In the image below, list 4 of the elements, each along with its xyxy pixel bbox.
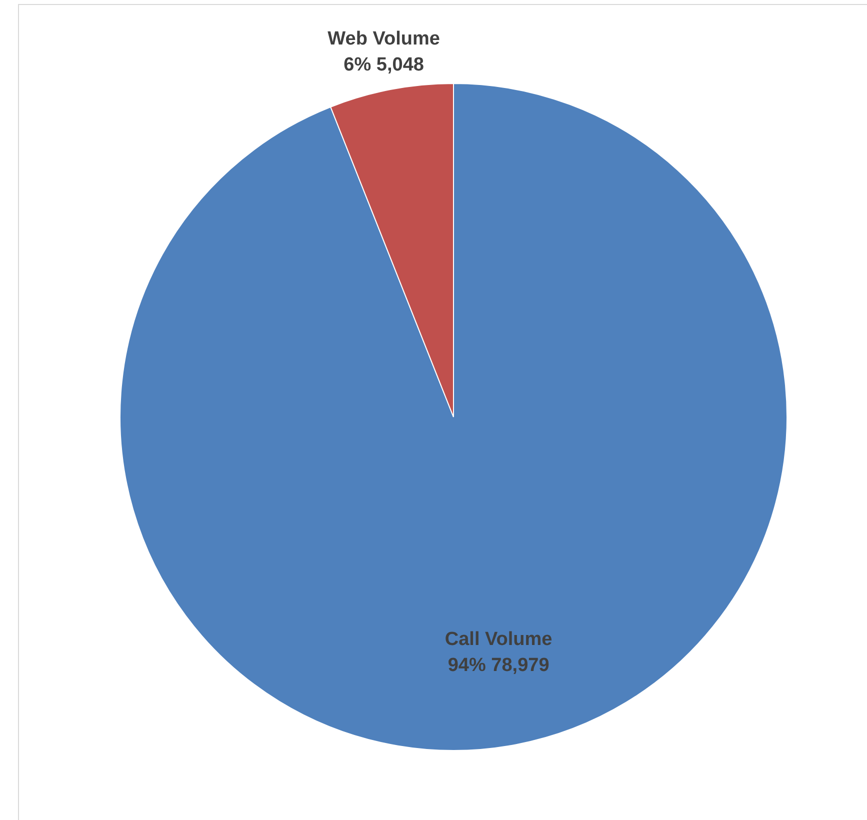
slice-label: Web Volume <box>328 28 440 50</box>
data-label: 94% 78,979 <box>448 655 550 676</box>
data-label: 6% 5,048 <box>344 54 424 76</box>
slice-label: Call Volume <box>444 629 552 650</box>
